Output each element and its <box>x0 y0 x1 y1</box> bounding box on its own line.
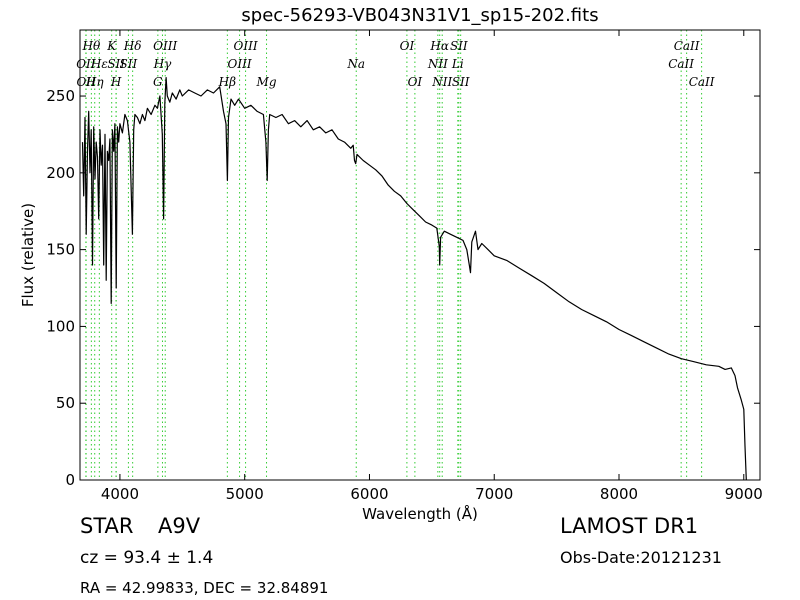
x-axis: 4000 5000 6000 7000 8000 9000 <box>101 30 763 503</box>
x-tick-label: 9000 <box>725 485 763 503</box>
x-axis-label: Wavelength (Å) <box>362 505 478 523</box>
redshift-cz: cz = 93.4 ± 1.4 <box>80 548 214 568</box>
spectral-line-label: Hδ <box>123 39 142 53</box>
spectral-line-label: OIII <box>234 39 258 53</box>
spectrum-series <box>81 77 747 481</box>
spectral-line-label: Hη <box>85 75 104 89</box>
y-tick-label: 50 <box>56 394 75 412</box>
spectral-line-label: K <box>106 39 117 53</box>
spectral-line-label: OI <box>400 39 415 53</box>
spectral-line-labels: OIIOIIHθHηHεKHSIISIIHδGHγOIIIHβOIIIOIIIM… <box>76 39 715 89</box>
spectral-line-label: OII <box>76 75 96 89</box>
spectral-line-label: Hθ <box>82 39 101 53</box>
spectral-line-label: H <box>110 75 122 89</box>
spectral-line-label: NII <box>427 57 448 71</box>
spectral-line-label: OII <box>76 57 96 71</box>
survey-name: LAMOST DR1 <box>560 514 699 538</box>
spectral-line-label: SII <box>450 39 468 53</box>
spectral-line-label: Hγ <box>153 57 172 71</box>
coordinates-ra-dec: RA = 42.99833, DEC = 32.84891 <box>80 579 329 597</box>
spectral-line-label: Hβ <box>218 75 236 89</box>
object-class: STAR <box>80 514 134 538</box>
spectral-line-markers <box>85 30 703 480</box>
spectral-line-label: OIII <box>153 39 177 53</box>
spectral-line-label: NII <box>431 75 452 89</box>
spectral-line-label: CaII <box>674 39 700 53</box>
object-subclass: A9V <box>158 514 201 538</box>
y-tick-label: 0 <box>65 471 75 489</box>
y-tick-label: 200 <box>46 164 75 182</box>
x-tick-label: 6000 <box>350 485 388 503</box>
x-tick-label: 4000 <box>101 485 139 503</box>
spectrum-line-series-0 <box>81 77 747 481</box>
spectral-line-label: OIII <box>228 57 252 71</box>
spectral-line-label: OI <box>408 75 423 89</box>
spectral-line-label: Na <box>346 57 365 71</box>
spectral-line-label: G <box>153 75 163 89</box>
spectral-line-label: Hε <box>90 57 108 71</box>
x-tick-label: 7000 <box>475 485 513 503</box>
y-axis: 0 50 100 150 200 250 <box>46 87 760 489</box>
chart-title: spec-56293-VB043N31V1_sp15-202.fits <box>241 5 599 26</box>
spectral-line-label: CaII <box>668 57 694 71</box>
y-tick-label: 250 <box>46 87 75 105</box>
spectral-line-label: Li <box>451 57 464 71</box>
observation-date: Obs-Date:20121231 <box>560 548 722 567</box>
x-tick-label: 5000 <box>226 485 264 503</box>
spectral-line-label: Mg <box>256 75 277 89</box>
spectral-line-label: SII <box>120 57 138 71</box>
spectral-line-label: SII <box>452 75 470 89</box>
y-tick-label: 150 <box>46 241 75 259</box>
plot-frame <box>79 29 761 481</box>
spectral-line-label: SII <box>107 57 125 71</box>
spectral-line-label: Hα <box>429 39 449 53</box>
y-axis-label: Flux (relative) <box>19 202 37 308</box>
y-tick-label: 100 <box>46 317 75 335</box>
x-tick-label: 8000 <box>600 485 638 503</box>
spectral-line-label: CaII <box>689 75 715 89</box>
